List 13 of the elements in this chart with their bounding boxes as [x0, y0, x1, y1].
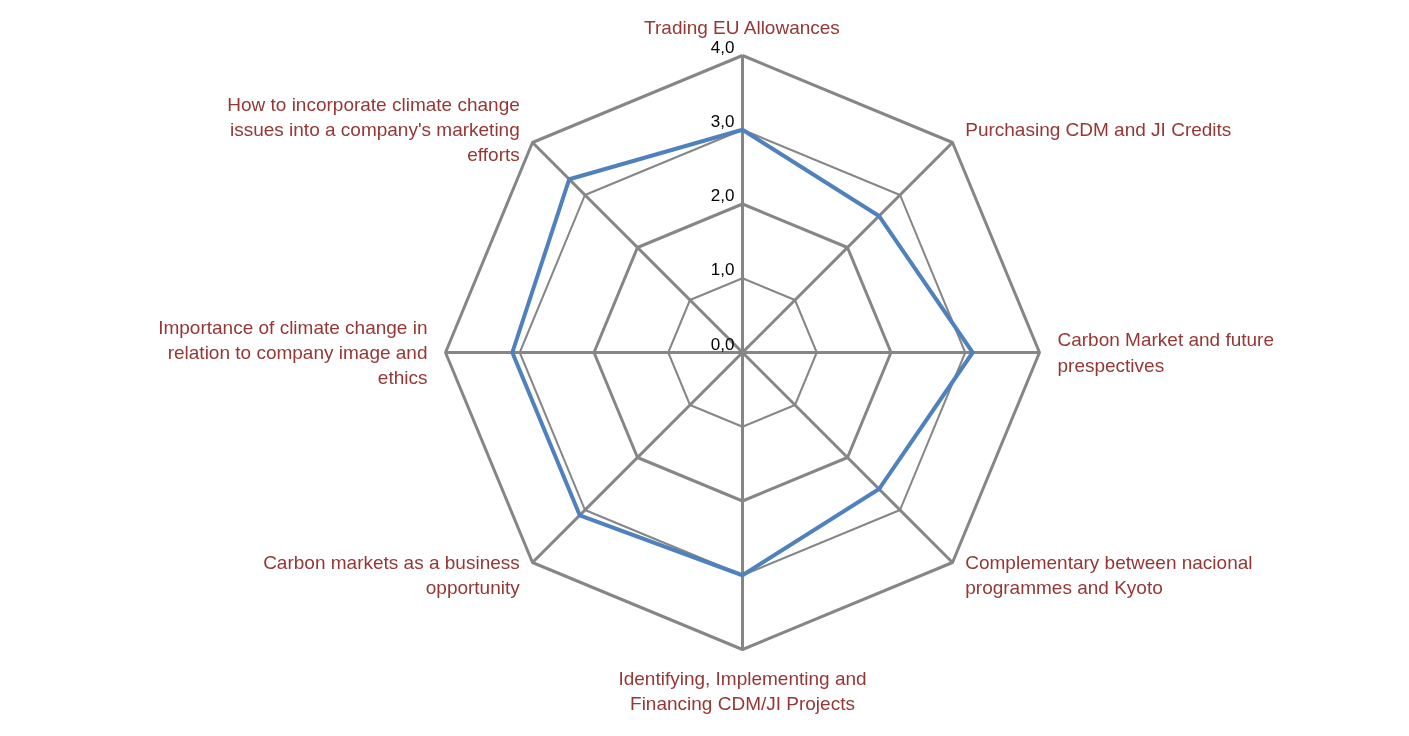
spoke-label: Trading EU Allowances — [644, 16, 840, 38]
y-tick-label: 0,0 — [710, 334, 735, 354]
spoke-label: Identifying, Implementing and Financing CDM/JI Projects — [618, 667, 867, 714]
y-tick-label: 1,0 — [710, 260, 735, 280]
y-tick-label: 3,0 — [710, 111, 735, 131]
spoke-label: Complementary between nacional programmes and Kyoto — [965, 552, 1253, 599]
spoke-label: Importance of climate change in relation to company image and ethics — [158, 316, 428, 389]
spoke-label: Carbon markets as a business opportunity — [263, 552, 521, 599]
y-tick-label: 2,0 — [710, 186, 735, 205]
y-tick-label: 4,0 — [710, 37, 735, 57]
spoke-label: Purchasing CDM and JI Credits — [965, 119, 1232, 141]
spoke-label: Carbon Market and future prespectives — [1057, 329, 1275, 376]
spoke-label: How to incorporate climate change issues into a company's marketing efforts — [227, 94, 520, 166]
